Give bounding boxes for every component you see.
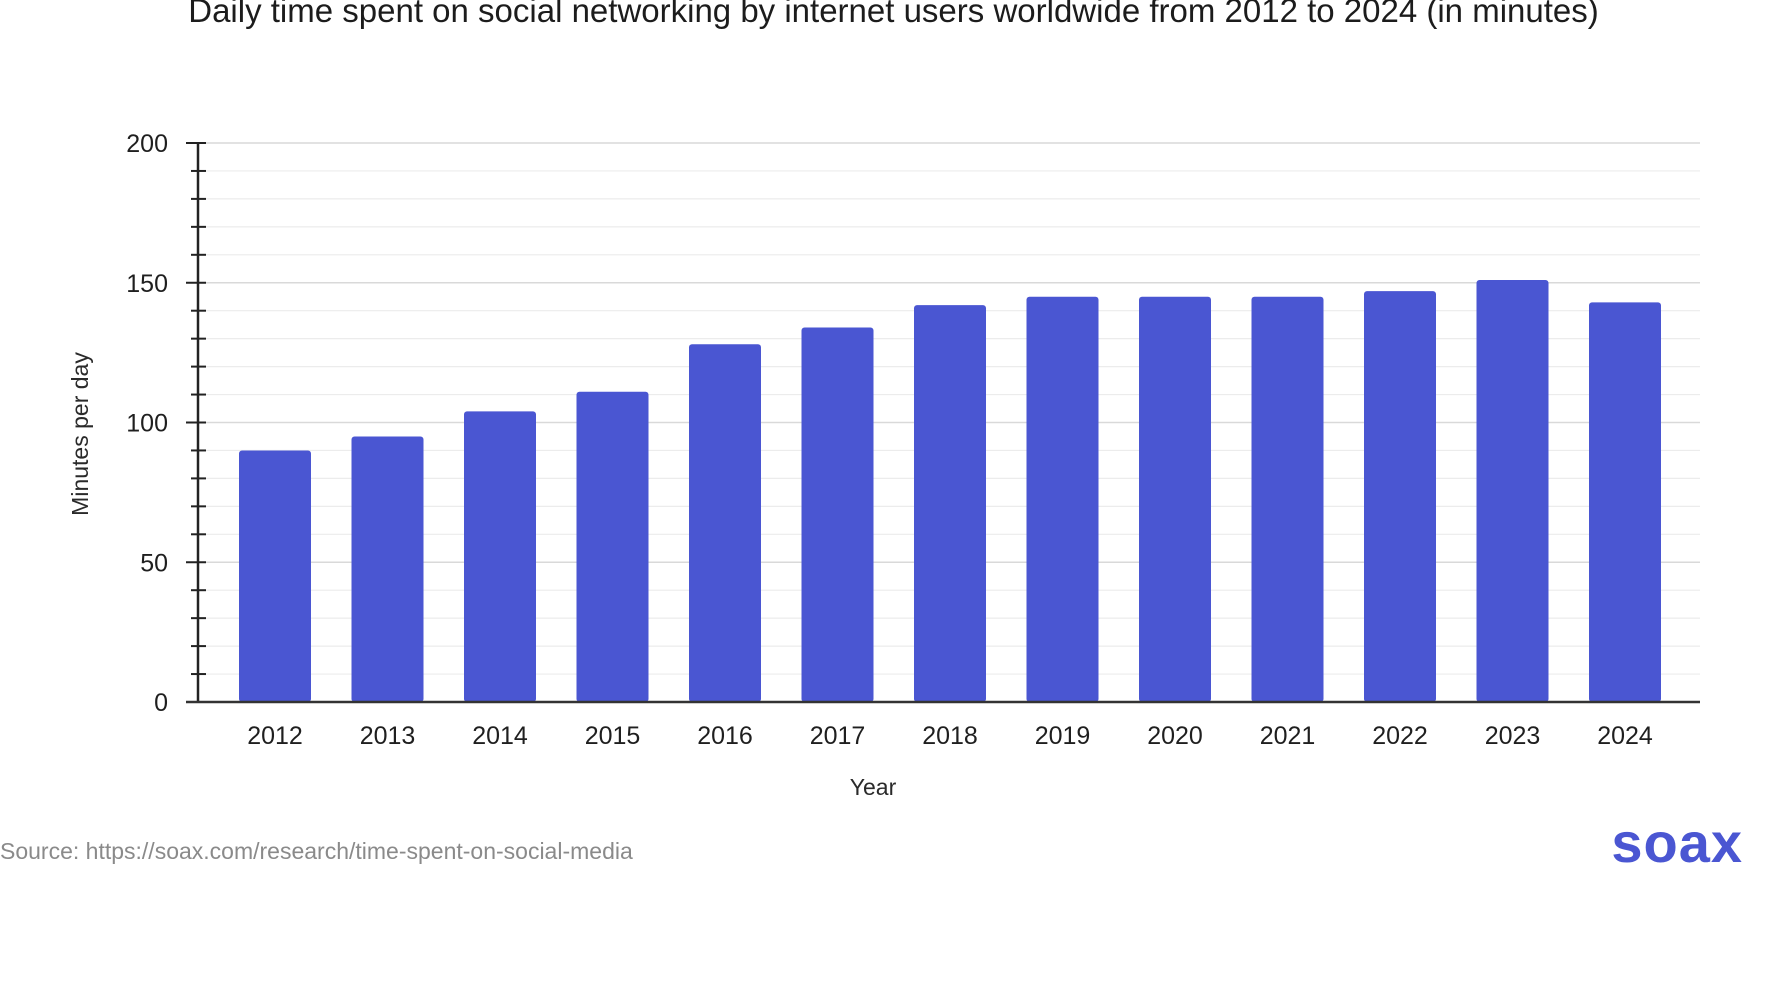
bar-2013	[351, 436, 424, 702]
y-tick-label: 50	[140, 549, 168, 577]
x-axis-title: Year	[850, 774, 897, 800]
x-tick-label: 2024	[1597, 722, 1653, 750]
x-tick-label: 2021	[1260, 722, 1316, 750]
bar-2023	[1476, 279, 1549, 702]
x-tick-label: 2023	[1485, 722, 1541, 750]
y-tick-label: 200	[126, 130, 168, 158]
bar-2022	[1364, 291, 1436, 702]
bar-2017	[801, 327, 874, 702]
x-tick-label: 2014	[472, 722, 528, 750]
x-tick-label: 2020	[1147, 722, 1203, 750]
x-tick-label: 2016	[697, 722, 753, 750]
x-tick-label: 2017	[810, 722, 866, 750]
x-tick-label: 2022	[1372, 722, 1428, 750]
bar-2021	[1251, 296, 1324, 702]
bar-2020	[1139, 296, 1211, 702]
y-axis-title: Minutes per day	[67, 352, 93, 516]
source-note: Source: https://soax.com/research/time-s…	[0, 838, 633, 864]
bar-2019	[1026, 296, 1099, 702]
bar-2024	[1589, 302, 1661, 702]
x-tick-label: 2018	[922, 722, 978, 750]
y-tick-label: 150	[126, 270, 168, 298]
x-tick-label: 2013	[360, 722, 416, 750]
bar-2015	[576, 391, 649, 702]
soax-logo: soax	[1611, 811, 1743, 874]
chart-title: Daily time spent on social networking by…	[188, 0, 1599, 29]
x-tick-label: 2015	[585, 722, 641, 750]
y-tick-label: 0	[154, 689, 168, 717]
bar-2018	[914, 305, 986, 702]
tick-labels: 0 50 100 150 200 2012 2013 2014 2015 2016 2017 2018…	[126, 130, 1653, 750]
bar-2012	[239, 450, 311, 702]
bar-2016	[689, 344, 761, 702]
y-tick-label: 100	[126, 410, 168, 438]
x-tick-label: 2012	[247, 722, 303, 750]
x-tick-label: 2019	[1035, 722, 1091, 750]
axes	[186, 142, 1700, 704]
bar-2014	[464, 411, 536, 702]
bars	[239, 279, 1661, 702]
